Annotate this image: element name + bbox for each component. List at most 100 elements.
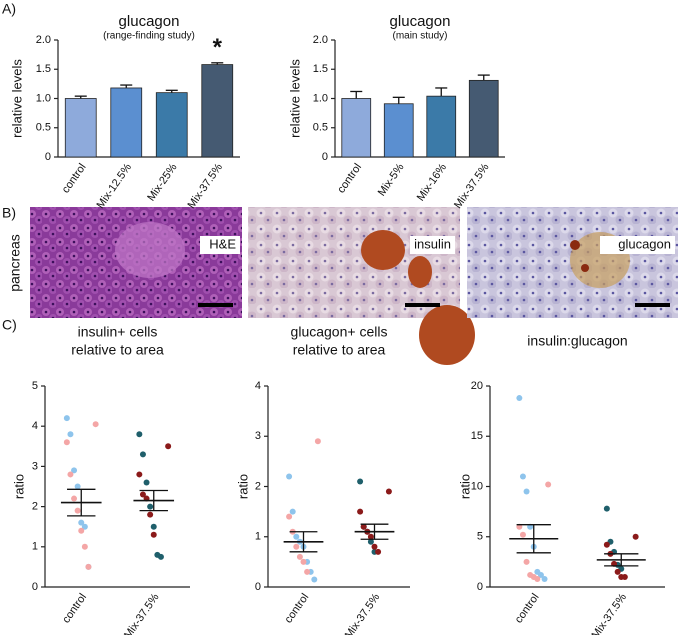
y-tick-label: 2.0 xyxy=(36,34,51,46)
histology-glucagon: glucagon xyxy=(467,207,678,318)
point xyxy=(78,527,85,534)
side-label: pancreas xyxy=(7,234,23,292)
point xyxy=(311,576,318,583)
x-tick-label: Mix-5% xyxy=(376,161,407,198)
bar xyxy=(383,103,414,158)
x-tick-label: Mix-25% xyxy=(145,161,179,203)
point xyxy=(286,473,293,480)
y-tick-label: 5 xyxy=(477,531,483,543)
y-tick-label: 0 xyxy=(477,581,483,593)
point xyxy=(385,488,392,495)
y-tick-label: 0.5 xyxy=(313,122,328,134)
chart-title: insulin:glucagon xyxy=(527,333,627,349)
point xyxy=(603,505,610,512)
point xyxy=(300,558,307,565)
y-axis-label: ratio xyxy=(11,474,26,499)
point xyxy=(67,431,74,438)
point xyxy=(85,563,92,570)
x-tick-label: Mix-16% xyxy=(415,161,449,203)
chart-subtitle: relative to area xyxy=(293,342,386,358)
point xyxy=(78,519,85,526)
point xyxy=(157,553,164,560)
x-tick-label: control xyxy=(335,162,364,196)
y-tick-label: 2 xyxy=(255,480,261,492)
point xyxy=(63,415,70,422)
point xyxy=(621,573,628,580)
point xyxy=(367,533,374,540)
bar xyxy=(155,92,188,158)
bar xyxy=(468,79,499,158)
chart-subtitle: (main study) xyxy=(392,31,447,42)
y-tick-label: 5 xyxy=(32,380,38,392)
point xyxy=(360,523,367,530)
point xyxy=(516,395,523,402)
point xyxy=(523,488,530,495)
point xyxy=(286,513,293,520)
y-tick-label: 0.5 xyxy=(36,122,51,134)
histology-insulin: insulin xyxy=(248,207,475,365)
y-axis-label: relative levels xyxy=(287,59,302,138)
point xyxy=(81,523,88,530)
point xyxy=(71,467,78,474)
panel-label: A) xyxy=(2,1,16,17)
y-tick-label: 1.5 xyxy=(36,63,51,75)
y-tick-label: 0 xyxy=(32,581,38,593)
point xyxy=(545,481,552,488)
chart-title: glucagon xyxy=(119,13,180,30)
bar xyxy=(426,95,457,158)
x-tick-label: Mix-37.5% xyxy=(589,591,629,635)
point xyxy=(74,507,81,514)
x-tick-label: Mix-37.5% xyxy=(122,591,162,635)
point xyxy=(147,503,154,510)
point xyxy=(67,471,74,478)
x-tick-label: control xyxy=(513,592,542,626)
bar xyxy=(110,87,143,158)
point xyxy=(165,443,172,450)
chart-title: glucagon+ cells xyxy=(291,324,388,340)
y-tick-label: 2 xyxy=(32,501,38,513)
y-tick-label: 1.0 xyxy=(36,92,51,104)
y-tick-label: 20 xyxy=(471,380,483,392)
point xyxy=(523,558,530,565)
y-tick-label: 0 xyxy=(45,151,51,163)
image-label: H&E xyxy=(209,236,236,251)
y-tick-label: 1 xyxy=(32,541,38,553)
x-tick-label: control xyxy=(60,162,89,196)
point xyxy=(541,575,548,582)
histology-he: H&E xyxy=(30,207,242,318)
panel-label: B) xyxy=(2,205,16,221)
point xyxy=(519,473,526,480)
point xyxy=(314,438,321,445)
y-tick-label: 1 xyxy=(255,531,261,543)
point xyxy=(614,568,621,575)
chart-title: insulin+ cells xyxy=(78,324,158,340)
chart-subtitle: (range-finding study) xyxy=(103,31,195,42)
x-tick-label: Mix-37.5% xyxy=(185,161,225,211)
point xyxy=(139,491,146,498)
bar xyxy=(341,98,372,158)
bar xyxy=(201,64,234,158)
point xyxy=(136,431,143,438)
annotation: * xyxy=(213,34,223,61)
point xyxy=(367,538,374,545)
point xyxy=(304,568,311,575)
y-tick-label: 3 xyxy=(32,460,38,472)
point xyxy=(293,543,300,550)
y-tick-label: 2.0 xyxy=(313,34,328,46)
bar xyxy=(64,98,97,158)
point xyxy=(357,508,364,515)
y-tick-label: 1.0 xyxy=(313,92,328,104)
y-tick-label: 3 xyxy=(255,430,261,442)
point xyxy=(519,531,526,538)
panel-label: C) xyxy=(2,317,17,333)
point xyxy=(150,531,157,538)
y-tick-label: 4 xyxy=(32,420,38,432)
x-tick-label: Mix-37.5% xyxy=(343,591,383,635)
point xyxy=(147,511,154,518)
point xyxy=(357,478,364,485)
point xyxy=(293,533,300,540)
point xyxy=(375,548,382,555)
point xyxy=(289,508,296,515)
